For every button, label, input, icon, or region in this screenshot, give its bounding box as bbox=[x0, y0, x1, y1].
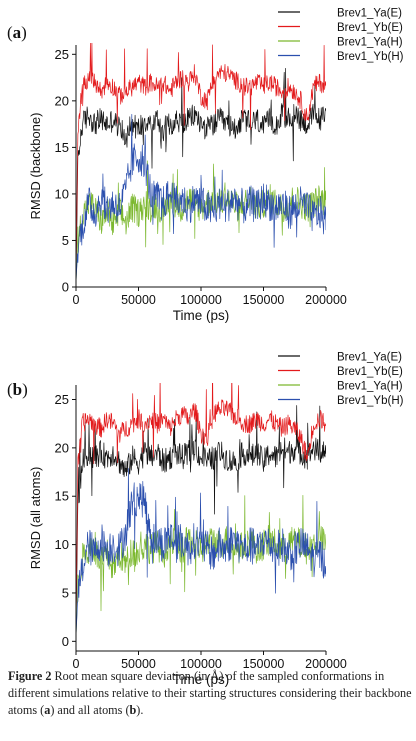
plot-area bbox=[76, 43, 326, 283]
x-tick-label: 150000 bbox=[243, 293, 285, 307]
caption-text: ). bbox=[136, 703, 144, 717]
caption-lead: Figure 2 bbox=[8, 669, 52, 683]
caption-bold-a: a bbox=[44, 703, 51, 717]
y-tick-label: 15 bbox=[55, 140, 69, 155]
x-tick-label: 150000 bbox=[243, 657, 285, 671]
panel-b: (b) 0 5 10 15 20 25 0 50000 100000 150000 200000 Tim… bbox=[7, 352, 404, 688]
y-tick-label: 15 bbox=[55, 489, 69, 504]
x-axis-label: Time (ps) bbox=[173, 308, 230, 323]
y-tick-label: 5 bbox=[62, 233, 69, 248]
series-line bbox=[76, 113, 326, 283]
legend-label: Brev1_Ya(E) bbox=[337, 352, 402, 364]
y-tick-label: 0 bbox=[62, 280, 69, 295]
legend-label: Brev1_Ya(H) bbox=[337, 381, 403, 393]
y-tick-label: 5 bbox=[62, 585, 69, 600]
legend-label: Brev1_Ya(E) bbox=[337, 8, 402, 20]
x-tick-label: 0 bbox=[73, 657, 80, 671]
series-line bbox=[76, 468, 326, 637]
x-tick-label: 100000 bbox=[180, 293, 222, 307]
caption-bold-b: b bbox=[129, 703, 137, 717]
y-tick-label: 20 bbox=[55, 440, 69, 455]
x-tick-label: 100000 bbox=[180, 657, 222, 671]
panel-label: (a) bbox=[7, 23, 27, 42]
y-tick-label: 25 bbox=[55, 47, 69, 62]
series-line bbox=[76, 383, 326, 627]
x-tick-label: 50000 bbox=[121, 293, 156, 307]
y-tick-label: 25 bbox=[55, 392, 69, 407]
legend-label: Brev1_Yb(E) bbox=[337, 366, 403, 378]
series-line bbox=[76, 67, 326, 278]
legend: Brev1_Ya(E) Brev1_Yb(E) Brev1_Ya(H) Brev1_Y… bbox=[278, 8, 404, 63]
x-tick-label: 200000 bbox=[305, 657, 347, 671]
panel-label: (b) bbox=[7, 380, 28, 399]
legend-label: Brev1_Yb(H) bbox=[337, 395, 404, 407]
y-tick-label: 0 bbox=[62, 634, 69, 649]
plot-area bbox=[76, 383, 326, 637]
y-axis-label: RMSD (all atoms) bbox=[28, 467, 43, 570]
legend-label: Brev1_Ya(H) bbox=[337, 37, 403, 49]
x-tick-label: 50000 bbox=[121, 657, 156, 671]
figure-caption: Figure 2 Root mean square deviation (in … bbox=[8, 668, 412, 719]
series-line bbox=[76, 160, 326, 283]
series-line bbox=[76, 43, 326, 278]
y-tick-label: 10 bbox=[55, 186, 69, 201]
y-tick-label: 10 bbox=[55, 537, 69, 552]
x-tick-label: 0 bbox=[73, 293, 80, 307]
legend-label: Brev1_Yb(E) bbox=[337, 22, 403, 34]
legend: Brev1_Ya(E) Brev1_Yb(E) Brev1_Ya(H) Brev1_Y… bbox=[278, 352, 404, 407]
y-tick-label: 20 bbox=[55, 93, 69, 108]
y-axis-label: RMSD (backbone) bbox=[28, 113, 43, 220]
legend-label: Brev1_Yb(H) bbox=[337, 51, 404, 63]
panel-a: (a) 0 5 10 15 20 25 0 50000 100000 150000 200000 Tim… bbox=[7, 8, 404, 324]
caption-text: ) and all atoms ( bbox=[50, 703, 130, 717]
x-tick-label: 200000 bbox=[305, 293, 347, 307]
x-axis-label: Time (ps) bbox=[173, 672, 230, 687]
caption-text: Root mean square deviation (in Å) of the… bbox=[8, 669, 412, 717]
